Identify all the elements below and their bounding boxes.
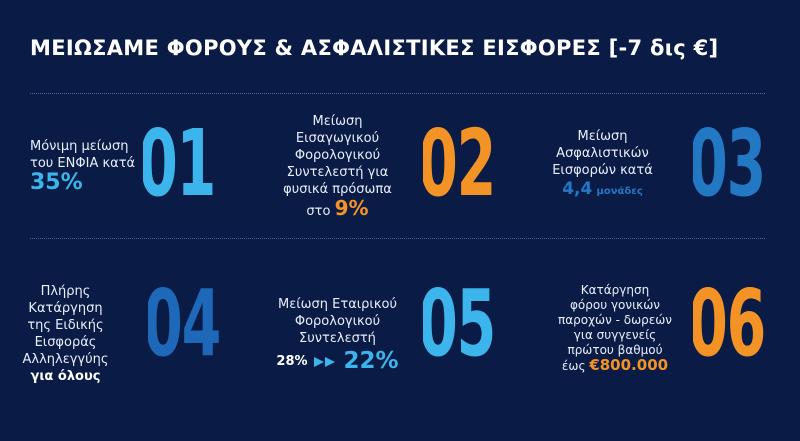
number-text: 05 — [423, 284, 495, 370]
line: Φορολογικού — [294, 314, 381, 329]
divider — [30, 238, 765, 239]
line: παροχών - δωρεών — [558, 313, 672, 327]
line: Μόνιμη μείωση — [30, 139, 129, 154]
number-text: 06 — [693, 284, 765, 370]
line: φόρου γονικών — [569, 298, 660, 312]
line: Συντελεστή — [299, 331, 376, 346]
line: Εισφοράς — [34, 335, 97, 350]
line: Ασφαλιστικών — [556, 146, 649, 161]
item-text: Μείωση Εταιρικού Φορολογικού Συντελεστή … — [275, 296, 400, 374]
prefix: στο — [306, 204, 331, 219]
highlight: 4,4 — [562, 179, 593, 199]
line: για συγγενείς — [573, 328, 657, 342]
number: 01 — [143, 124, 215, 210]
arrow-icon — [313, 356, 335, 367]
line: Φορολογικού — [294, 148, 381, 163]
from-value: 28% — [276, 354, 308, 369]
number: 02 — [423, 124, 495, 210]
line: Αλληλεγγύης — [22, 352, 109, 367]
number-text: 04 — [148, 284, 220, 370]
line: Κατάργηση — [580, 283, 650, 297]
highlight: 35% — [30, 170, 83, 195]
highlight: 22% — [343, 348, 399, 374]
line: Πλήρης — [40, 284, 91, 299]
prefix: έως — [561, 359, 586, 373]
line: Μείωση Εταιρικού — [278, 297, 397, 312]
line: της Ειδικής — [27, 318, 104, 333]
line: Εισφορών κατά — [552, 163, 653, 178]
number: 04 — [148, 284, 220, 370]
number: 05 — [423, 284, 495, 370]
number: 06 — [693, 284, 765, 370]
line: πρώτου βαθμού — [567, 343, 663, 357]
line: Συντελεστή για — [286, 165, 389, 180]
highlight: €800.000 — [589, 356, 669, 374]
item-text: Πλήρης Κατάργηση της Ειδικής Εισφοράς Αλ… — [18, 283, 113, 385]
item-text: Μείωση Εισαγωγικού Φορολογικού Συντελεστ… — [270, 113, 405, 220]
highlight: για όλους — [30, 369, 101, 384]
item-text: Μόνιμη μείωση του ΕΝΦΙΑ κατά 35% — [30, 138, 136, 195]
highlight: 9% — [334, 196, 369, 220]
number: 03 — [693, 124, 765, 210]
line: Εισαγωγικού — [295, 131, 380, 146]
suffix: μονάδες — [596, 186, 643, 197]
line: Μείωση — [577, 129, 628, 144]
number-text: 01 — [143, 124, 215, 210]
item-text: Κατάργηση φόρου γονικών παροχών - δωρεών… — [550, 283, 680, 374]
line: Κατάργηση — [28, 301, 103, 316]
divider — [30, 93, 765, 94]
title: ΜΕΙΩΣΑΜΕ ΦΟΡΟΥΣ & ΑΣΦΑΛΙΣΤΙΚΕΣ ΕΙΣΦΟΡΕΣ … — [30, 36, 719, 60]
line: του ΕΝΦΙΑ κατά — [30, 156, 136, 171]
item-text: Μείωση Ασφαλιστικών Εισφορών κατά 4,4 μο… — [540, 128, 665, 200]
number-text: 02 — [423, 124, 495, 210]
line: Μείωση — [312, 114, 363, 129]
number-text: 03 — [693, 124, 765, 210]
line: φυσικά πρόσωπα — [283, 182, 392, 197]
